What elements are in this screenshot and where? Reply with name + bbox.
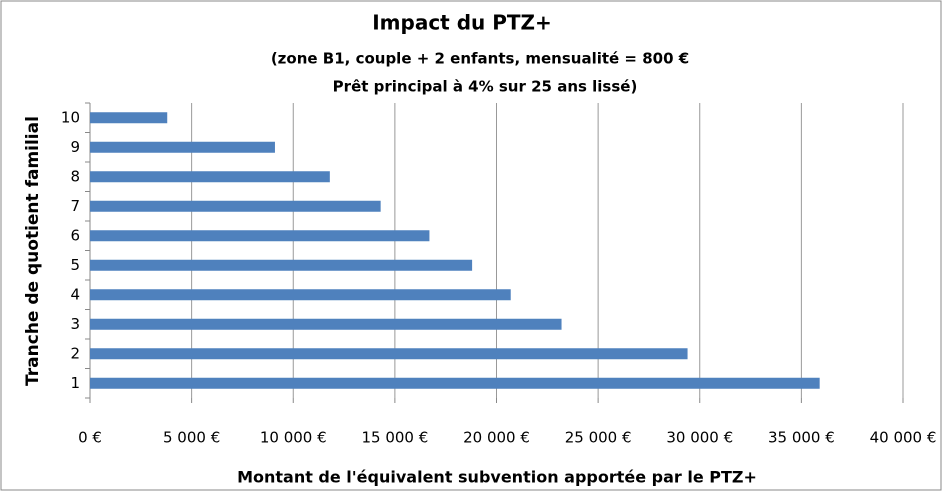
- bar: [90, 230, 430, 242]
- y-tick-label: 2: [70, 344, 80, 362]
- y-tick-label: 6: [70, 226, 80, 244]
- x-tick-label: 35 000 €: [768, 429, 835, 447]
- bar: [90, 200, 381, 212]
- y-tick-label: 4: [70, 285, 80, 303]
- x-tick-label: 10 000 €: [260, 429, 327, 447]
- bar: [90, 112, 168, 124]
- chart-subtitle: (zone B1, couple + 2 enfants, mensualité…: [271, 50, 689, 68]
- bar: [90, 289, 511, 301]
- x-axis-label: Montant de l'équivalent subvention appor…: [237, 468, 757, 487]
- y-tick-label: 9: [70, 138, 80, 156]
- y-tick-label: 8: [70, 167, 80, 185]
- x-tick-label: 15 000 €: [361, 429, 428, 447]
- bar: [90, 259, 473, 271]
- y-tick-label: 3: [70, 315, 80, 333]
- bar: [90, 318, 562, 330]
- chart-title: Impact du PTZ+: [372, 11, 552, 35]
- bar: [90, 171, 330, 183]
- chart-subtitle: Prêt principal à 4% sur 25 ans lissé): [333, 78, 638, 96]
- x-tick-label: 30 000 €: [666, 429, 733, 447]
- bar: [90, 348, 688, 360]
- x-tick-label: 40 000 €: [870, 429, 937, 447]
- bar: [90, 377, 820, 389]
- y-tick-label: 1: [70, 374, 80, 392]
- y-tick-label: 10: [61, 108, 80, 126]
- x-tick-label: 5 000 €: [163, 429, 220, 447]
- bar: [90, 141, 275, 153]
- x-tick-label: 0 €: [78, 429, 102, 447]
- x-tick-label: 20 000 €: [463, 429, 530, 447]
- y-tick-label: 7: [70, 197, 80, 215]
- y-tick-label: 5: [70, 256, 80, 274]
- y-axis-label: Tranche de quotient familial: [23, 116, 43, 386]
- x-tick-label: 25 000 €: [565, 429, 632, 447]
